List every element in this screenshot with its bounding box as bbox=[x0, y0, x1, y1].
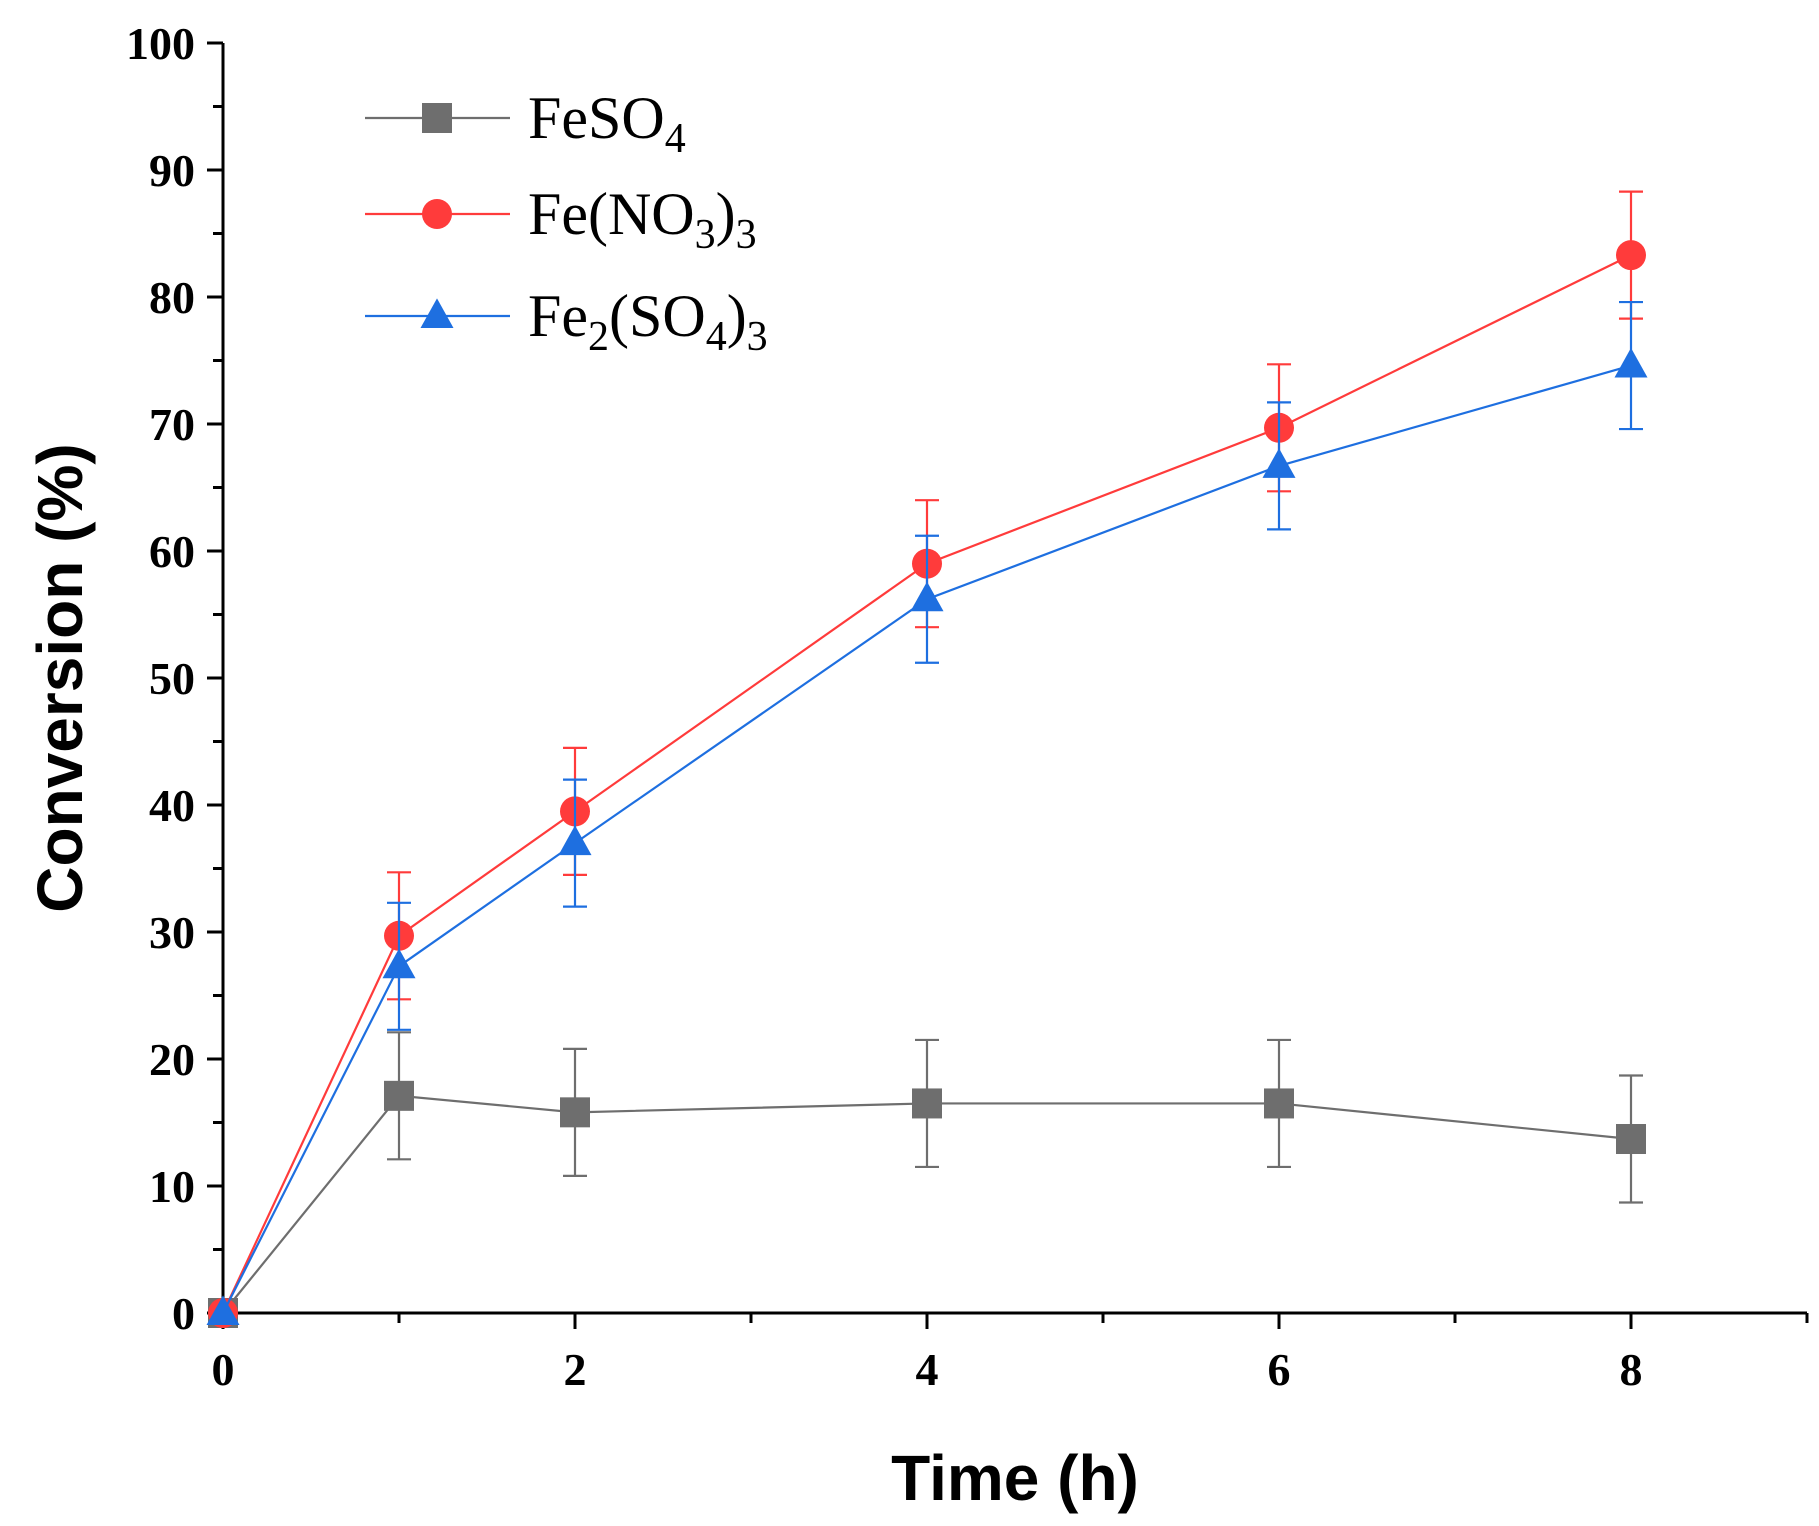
x-tick-label: 2 bbox=[564, 1344, 587, 1395]
data-point bbox=[206, 1295, 240, 1325]
series-triangle bbox=[206, 300, 1648, 1325]
legend-text-part: Fe(NO bbox=[528, 181, 695, 247]
legend-subscript: 2 bbox=[588, 314, 609, 360]
y-tick-label: 0 bbox=[172, 1288, 195, 1339]
legend-text-part: ) bbox=[716, 181, 736, 247]
legend-label: Fe2(SO4)3 bbox=[528, 283, 768, 360]
data-point bbox=[910, 581, 944, 612]
data-point bbox=[1262, 448, 1296, 478]
x-axis-title: Time (h) bbox=[891, 1442, 1139, 1514]
legend-label: Fe(NO3)3 bbox=[528, 181, 757, 258]
series-layer bbox=[206, 190, 1648, 1328]
legend-entry: Fe2(SO4)3 bbox=[365, 283, 768, 360]
y-tick-label: 20 bbox=[149, 1034, 195, 1085]
legend-marker bbox=[420, 298, 454, 328]
data-point bbox=[1616, 240, 1646, 271]
y-tick-label: 60 bbox=[149, 526, 195, 577]
y-tick-label: 100 bbox=[126, 18, 195, 69]
y-tick-label: 30 bbox=[149, 907, 195, 958]
y-axis-title: Conversion (%) bbox=[24, 443, 96, 912]
legend-text-part: ) bbox=[727, 283, 747, 349]
legend-entry: FeSO4 bbox=[365, 85, 686, 162]
y-tick-label: 40 bbox=[149, 780, 195, 831]
series-square bbox=[208, 1031, 1646, 1328]
y-tick-label: 90 bbox=[149, 145, 195, 196]
legend-subscript: 4 bbox=[665, 116, 686, 162]
y-tick-label: 70 bbox=[149, 399, 195, 450]
series-line bbox=[222, 1094, 1632, 1314]
legend-text-part: Fe bbox=[528, 283, 588, 349]
axes: 0 10 20 30 40 50 60 70 80 90 100 0 2 4 6 8 bbox=[126, 18, 1809, 1395]
data-point bbox=[912, 1088, 942, 1119]
legend-marker bbox=[422, 199, 452, 229]
legend-marker bbox=[422, 103, 452, 133]
y-tick-label: 80 bbox=[149, 272, 195, 323]
data-point bbox=[1264, 1088, 1294, 1119]
x-tick-label: 8 bbox=[1620, 1344, 1643, 1395]
x-tick-label: 0 bbox=[212, 1344, 235, 1395]
data-point bbox=[558, 825, 592, 856]
data-point bbox=[560, 1097, 590, 1128]
legend-text-part: (SO bbox=[609, 283, 706, 349]
legend-label: FeSO4 bbox=[528, 85, 686, 162]
legend-entry: Fe(NO3)3 bbox=[365, 181, 757, 258]
data-point bbox=[1616, 1124, 1646, 1155]
y-tick-label: 10 bbox=[149, 1161, 195, 1212]
y-tick-label: 50 bbox=[149, 653, 195, 704]
data-point bbox=[382, 948, 416, 979]
series-line bbox=[222, 254, 1632, 1314]
legend-subscript: 4 bbox=[706, 314, 727, 360]
series-line bbox=[222, 364, 1632, 1314]
data-point bbox=[384, 1080, 414, 1111]
x-tick-label: 6 bbox=[1268, 1344, 1291, 1395]
legend-text-part: FeSO bbox=[528, 85, 665, 151]
data-point bbox=[1614, 347, 1648, 378]
legend-subscript: 3 bbox=[695, 212, 716, 258]
legend-subscript: 3 bbox=[736, 212, 757, 258]
legend-subscript: 3 bbox=[747, 314, 768, 360]
x-tick-label: 4 bbox=[916, 1344, 939, 1395]
